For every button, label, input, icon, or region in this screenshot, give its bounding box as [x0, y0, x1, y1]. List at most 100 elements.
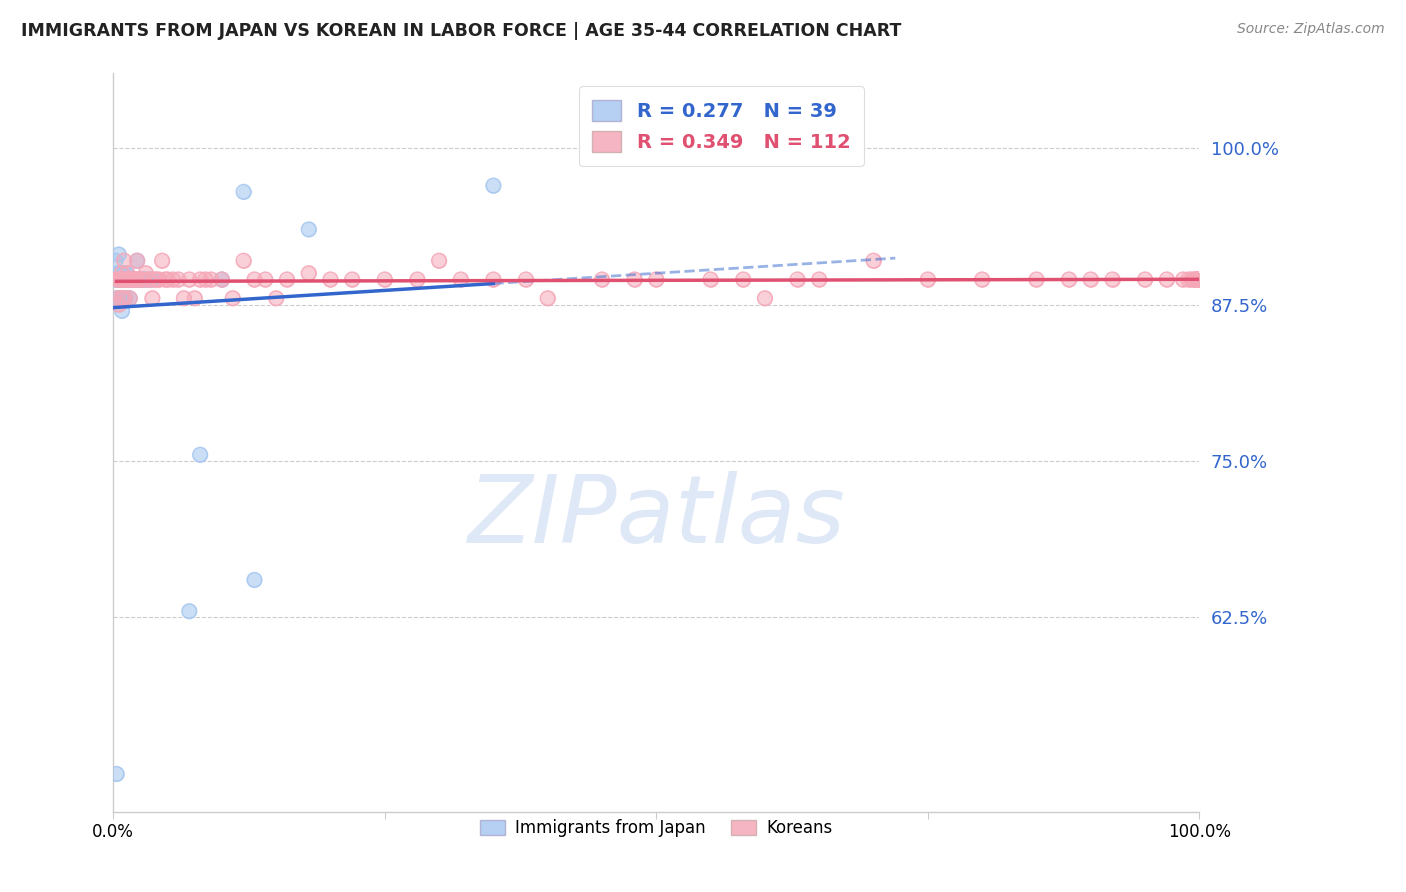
Point — [132, 272, 155, 286]
Point — [200, 272, 222, 286]
Point — [243, 573, 266, 587]
Point — [107, 272, 129, 286]
Point — [118, 291, 141, 305]
Point — [211, 272, 233, 286]
Point — [131, 272, 153, 286]
Point — [179, 604, 201, 618]
Legend: Immigrants from Japan, Koreans: Immigrants from Japan, Koreans — [474, 813, 839, 844]
Point — [111, 272, 134, 286]
Point — [110, 272, 132, 286]
Point — [1187, 272, 1209, 286]
Point — [972, 272, 994, 286]
Point — [117, 272, 139, 286]
Point — [232, 185, 254, 199]
Point — [103, 272, 125, 286]
Point — [141, 291, 163, 305]
Point — [1187, 272, 1209, 286]
Point — [112, 272, 135, 286]
Point — [124, 272, 146, 286]
Point — [591, 272, 613, 286]
Point — [298, 222, 321, 236]
Point — [114, 291, 136, 305]
Point — [1177, 272, 1199, 286]
Point — [112, 272, 135, 286]
Point — [129, 272, 152, 286]
Point — [112, 272, 135, 286]
Point — [1187, 272, 1209, 286]
Point — [1156, 272, 1178, 286]
Point — [482, 178, 505, 193]
Point — [110, 291, 132, 305]
Point — [515, 272, 537, 286]
Point — [108, 272, 131, 286]
Point — [1187, 272, 1209, 286]
Text: Source: ZipAtlas.com: Source: ZipAtlas.com — [1237, 22, 1385, 37]
Point — [118, 272, 141, 286]
Point — [222, 291, 245, 305]
Point — [107, 272, 129, 286]
Point — [117, 272, 139, 286]
Point — [1187, 272, 1209, 286]
Point — [1156, 272, 1178, 286]
Point — [117, 272, 139, 286]
Point — [107, 297, 129, 311]
Point — [114, 272, 136, 286]
Point — [537, 291, 560, 305]
Point — [808, 272, 831, 286]
Point — [112, 291, 135, 305]
Point — [127, 253, 149, 268]
Point — [111, 272, 134, 286]
Point — [1187, 272, 1209, 286]
Point — [112, 266, 135, 280]
Point — [1080, 272, 1102, 286]
Point — [427, 253, 450, 268]
Point — [319, 272, 342, 286]
Point — [972, 272, 994, 286]
Point — [1080, 272, 1102, 286]
Point — [232, 185, 254, 199]
Point — [105, 767, 128, 781]
Point — [108, 272, 131, 286]
Point — [107, 272, 129, 286]
Point — [1187, 272, 1209, 286]
Point — [1187, 272, 1209, 286]
Point — [156, 272, 179, 286]
Point — [114, 291, 136, 305]
Point — [156, 272, 179, 286]
Point — [1057, 272, 1080, 286]
Point — [114, 272, 136, 286]
Point — [131, 272, 153, 286]
Point — [121, 272, 143, 286]
Point — [115, 266, 138, 280]
Point — [482, 272, 505, 286]
Point — [121, 272, 143, 286]
Point — [1187, 272, 1209, 286]
Point — [104, 253, 127, 268]
Point — [118, 291, 141, 305]
Point — [1187, 272, 1209, 286]
Point — [1187, 272, 1209, 286]
Point — [136, 272, 159, 286]
Point — [125, 272, 148, 286]
Point — [121, 272, 143, 286]
Point — [1182, 272, 1205, 286]
Point — [122, 272, 145, 286]
Point — [298, 266, 321, 280]
Point — [127, 272, 149, 286]
Point — [118, 272, 141, 286]
Point — [148, 272, 170, 286]
Point — [121, 272, 143, 286]
Point — [1187, 272, 1209, 286]
Point — [139, 272, 162, 286]
Point — [110, 272, 132, 286]
Point — [107, 297, 129, 311]
Point — [179, 272, 201, 286]
Point — [319, 272, 342, 286]
Point — [406, 272, 429, 286]
Point — [188, 272, 211, 286]
Point — [112, 266, 135, 280]
Point — [1187, 272, 1209, 286]
Point — [200, 272, 222, 286]
Point — [117, 266, 139, 280]
Point — [155, 272, 177, 286]
